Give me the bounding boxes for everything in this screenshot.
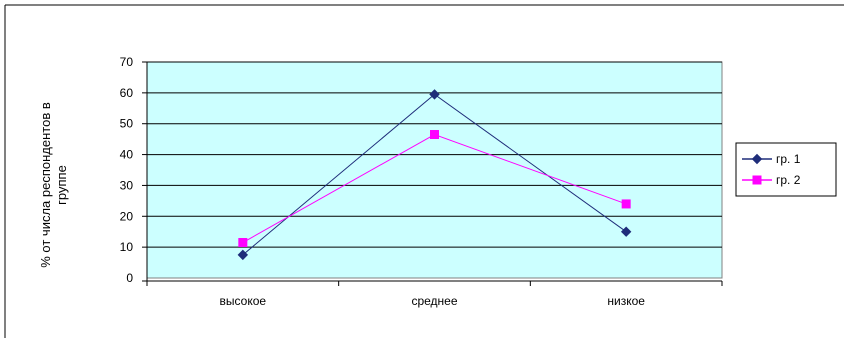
x-tick-label: среднее [411, 294, 457, 308]
y-tick-label: 20 [120, 209, 134, 223]
legend-label: гр. 1 [776, 152, 801, 166]
y-tick-label: 50 [120, 117, 134, 131]
x-tick-labels: высокое среднее низкое [220, 294, 646, 308]
y-axis-title-line-1: % от числа респондентов в [38, 102, 53, 268]
y-tick-labels: 0 10 20 30 40 50 60 70 [120, 55, 134, 285]
legend-label: гр. 2 [776, 173, 801, 187]
y-tick-label: 30 [120, 178, 134, 192]
series-1 [237, 89, 632, 261]
data-point [430, 130, 439, 140]
legend-item: гр. 1 [742, 152, 801, 166]
legend-item: гр. 2 [742, 173, 801, 187]
y-axis-title-line-2: группе [54, 165, 69, 205]
legend-items: гр. 1 гр. 2 [742, 152, 801, 187]
x-tick-label: низкое [607, 294, 645, 308]
x-tick-label: высокое [220, 294, 267, 308]
legend: гр. 1 гр. 2 [735, 142, 837, 197]
legend-box [735, 142, 837, 197]
data-point [237, 249, 249, 261]
series-2 [238, 130, 631, 248]
y-axis-title: % от числа респондентов в группе [38, 102, 69, 268]
y-tick-label: 40 [120, 148, 134, 162]
y-tick-label: 10 [120, 240, 134, 254]
legend-swatch-marker [751, 153, 763, 165]
data-point [621, 199, 631, 209]
legend-swatch-marker [752, 175, 762, 185]
data-point [620, 226, 632, 237]
y-tick-label: 70 [120, 55, 134, 69]
axes [142, 61, 723, 286]
y-tick-label: 60 [120, 86, 134, 100]
y-tick-label: 0 [126, 271, 133, 285]
series [237, 89, 632, 261]
data-point [429, 89, 440, 100]
data-point [238, 238, 248, 248]
